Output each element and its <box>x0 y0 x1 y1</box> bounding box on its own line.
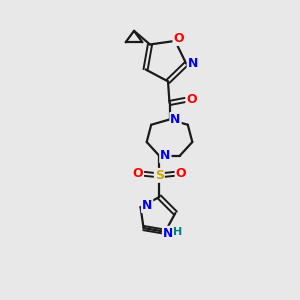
Text: N: N <box>142 199 152 212</box>
Text: N: N <box>163 227 173 240</box>
Text: N: N <box>160 149 170 162</box>
Text: O: O <box>132 167 143 180</box>
Text: N: N <box>188 57 198 70</box>
Text: O: O <box>186 94 197 106</box>
Text: N: N <box>170 113 181 126</box>
Text: O: O <box>173 32 184 45</box>
Text: S: S <box>155 169 164 182</box>
Text: O: O <box>176 167 186 180</box>
Text: H: H <box>173 227 182 237</box>
